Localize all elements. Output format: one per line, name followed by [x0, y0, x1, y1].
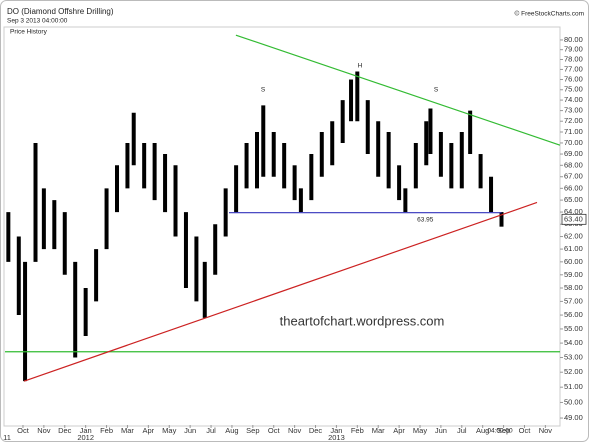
- y-tick-label: 59.00: [564, 270, 583, 279]
- pattern-label: H: [358, 63, 363, 70]
- x-tick-label: Jan: [80, 426, 92, 435]
- y-tick-label: 58.00: [564, 283, 583, 292]
- y-tick-label: 76.00: [564, 75, 583, 84]
- x-tick-label: Nov: [539, 426, 553, 435]
- y-tick-label: 49.00: [564, 413, 583, 422]
- source: © FreeStockCharts.com: [515, 10, 584, 18]
- y-tick-label: 67.00: [564, 172, 583, 181]
- x-tick-label: Nov: [288, 426, 302, 435]
- x-tick-label: Jun: [184, 426, 196, 435]
- year-label: 11: [3, 433, 11, 442]
- y-tick-label: 65.00: [564, 195, 583, 204]
- x-tick-label: Apr: [143, 426, 155, 435]
- x-tick-label: Apr: [393, 426, 405, 435]
- x-tick-label: Mar: [121, 426, 134, 435]
- y-tick-label: 64.00: [564, 207, 583, 216]
- y-tick-label: 61.00: [564, 244, 583, 253]
- y-tick-label: 62.00: [564, 232, 583, 241]
- y-tick-label: 60.00: [564, 257, 583, 266]
- y-tick-label: 55.00: [564, 324, 583, 333]
- y-tick-label: 50.00: [564, 397, 583, 406]
- x-tick-label: Aug: [476, 426, 489, 435]
- x-tick-label: Oct: [17, 426, 30, 435]
- line-label: 63.95: [417, 216, 434, 223]
- x-tick-label: Feb: [351, 426, 364, 435]
- y-tick-label: 80.00: [564, 35, 583, 44]
- trend-line: [23, 201, 538, 382]
- x-tick-label: Dec: [58, 426, 72, 435]
- year-label: 2013: [328, 433, 345, 442]
- last-price-box: [561, 213, 587, 225]
- x-tick-label: Oct: [519, 426, 532, 435]
- y-tick-label: 68.00: [564, 160, 583, 169]
- y-tick-label: 79.00: [564, 45, 583, 54]
- year-label: 2012: [77, 433, 94, 442]
- y-tick-label: 69.00: [564, 149, 583, 158]
- chart-subtitle: Sep 3 2013 04:00:00: [7, 18, 68, 25]
- y-tick-label: 74.00: [564, 95, 583, 104]
- y-tick-label: 57.00: [564, 296, 583, 305]
- x-tick-label: Jul: [206, 426, 216, 435]
- x-tick-label: Jan: [330, 426, 342, 435]
- x-tick-label: May: [413, 426, 427, 435]
- y-tick-label: 75.00: [564, 85, 583, 94]
- x-tick-label: Mar: [372, 426, 385, 435]
- y-tick-label: 52.00: [564, 367, 583, 376]
- x-tick-label: Feb: [100, 426, 113, 435]
- time-label: 04:00:00: [487, 428, 513, 435]
- plot-area: [3, 26, 561, 427]
- y-tick-label: 51.00: [564, 382, 583, 391]
- x-tick-label: Oct: [268, 426, 281, 435]
- x-tick-label: Nov: [37, 426, 51, 435]
- x-tick-label: Aug: [225, 426, 238, 435]
- y-tick-label: 53.00: [564, 353, 583, 362]
- x-tick-label: Jun: [435, 426, 447, 435]
- x-tick-label: Sep: [497, 426, 510, 435]
- watermark: theartofchart.wordpress.com: [280, 313, 445, 328]
- pattern-label: S: [434, 87, 439, 94]
- y-tick-label: 78.00: [564, 54, 583, 63]
- last-price-label: 63.40: [564, 214, 583, 223]
- x-tick-label: Dec: [309, 426, 323, 435]
- y-tick-label: 77.00: [564, 64, 583, 73]
- trend-line: [235, 34, 561, 146]
- y-tick-label: 72.00: [564, 116, 583, 125]
- x-tick-label: Sep: [246, 426, 259, 435]
- panel-label: Price History: [10, 29, 48, 36]
- pattern-label: S: [261, 87, 266, 94]
- x-tick-label: May: [162, 426, 176, 435]
- y-tick-label: 66.00: [564, 183, 583, 192]
- y-tick-label: 70.00: [564, 138, 583, 147]
- y-tick-label: 54.00: [564, 338, 583, 347]
- y-tick-label: 73.00: [564, 106, 583, 115]
- y-tick-label: 71.00: [564, 127, 583, 136]
- y-tick-label: 56.00: [564, 310, 583, 319]
- x-tick-label: Jul: [457, 426, 467, 435]
- chart-title: DO (Diamond Offshre Drilling): [7, 7, 114, 16]
